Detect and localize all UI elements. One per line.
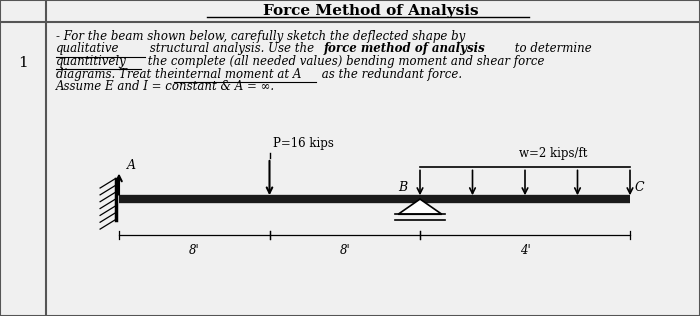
Text: Force Method of Analysis: Force Method of Analysis bbox=[263, 4, 479, 18]
Text: Assume E and I = constant & A = ∞.: Assume E and I = constant & A = ∞. bbox=[56, 80, 275, 94]
Text: 8': 8' bbox=[189, 244, 199, 257]
Polygon shape bbox=[398, 199, 442, 214]
Text: the complete (all needed values) bending moment and shear force: the complete (all needed values) bending… bbox=[144, 55, 544, 68]
Text: A: A bbox=[127, 159, 136, 172]
Text: diagrams. Treat the: diagrams. Treat the bbox=[56, 68, 178, 81]
Text: 1: 1 bbox=[18, 56, 28, 70]
Text: as the redundant force.: as the redundant force. bbox=[318, 68, 462, 81]
Text: force method of analysis: force method of analysis bbox=[323, 42, 485, 56]
Text: - For the beam shown below, carefully sketch the deflected shape by: - For the beam shown below, carefully sk… bbox=[56, 30, 466, 43]
Text: C: C bbox=[635, 181, 645, 194]
Text: B: B bbox=[398, 181, 407, 194]
Text: 4': 4' bbox=[519, 244, 531, 257]
Text: quantitively: quantitively bbox=[56, 55, 127, 68]
Text: 8': 8' bbox=[340, 244, 350, 257]
Text: to determine: to determine bbox=[511, 42, 592, 56]
Text: structural analysis. Use the: structural analysis. Use the bbox=[146, 42, 318, 56]
Text: w=2 kips/ft: w=2 kips/ft bbox=[519, 147, 587, 160]
Text: internal moment at A: internal moment at A bbox=[174, 68, 301, 81]
Text: qualitative: qualitative bbox=[56, 42, 120, 56]
Text: P=16 kips: P=16 kips bbox=[273, 137, 334, 150]
